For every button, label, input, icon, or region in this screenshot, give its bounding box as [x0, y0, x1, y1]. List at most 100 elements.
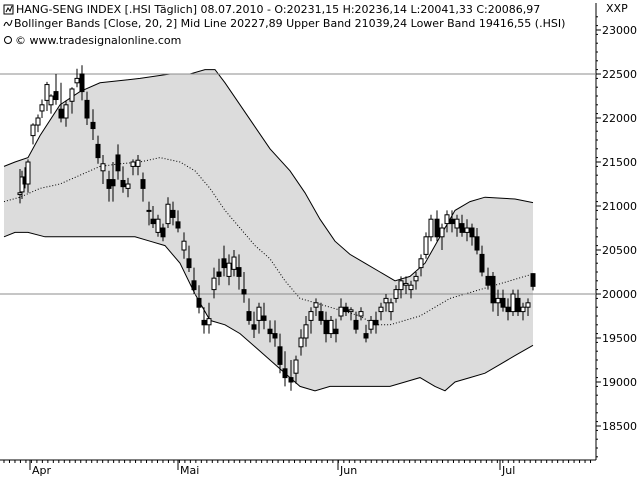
candle-body-down [505, 306, 511, 313]
candle-body-up [520, 306, 526, 313]
candle [323, 311, 329, 343]
candle [30, 123, 36, 145]
candle-body-up [393, 289, 399, 299]
candle [298, 329, 304, 356]
candle-body-up [298, 337, 304, 348]
candle-body-up [495, 297, 501, 304]
candle [459, 214, 465, 237]
candle [408, 280, 414, 299]
candle-body-down [474, 236, 480, 251]
candle-body-up [418, 258, 424, 269]
candle [58, 82, 64, 123]
candle-body-down [196, 297, 202, 308]
candle-body-up [74, 77, 80, 84]
candle-body-down [191, 280, 197, 291]
candle [333, 318, 339, 343]
candle-body-up [165, 203, 171, 225]
candle [338, 298, 344, 321]
candlesticks [17, 65, 536, 391]
chart-header: HANG-SENG INDEX [.HSI Täglich] 08.07.201… [3, 3, 565, 47]
candle-body-down [221, 258, 227, 269]
candle-body-up [39, 104, 45, 112]
candle [125, 177, 131, 198]
header-title: HANG-SENG INDEX [.HSI Täglich] 08.07.201… [16, 3, 540, 16]
candle [206, 302, 212, 334]
candle [165, 197, 171, 228]
candle-body-down [490, 275, 496, 304]
candle-body-up [358, 311, 364, 317]
candle-body-up [338, 306, 344, 317]
candle-body-up [454, 218, 460, 229]
candle [510, 289, 516, 316]
candle [155, 214, 161, 237]
candle-body-down [120, 179, 126, 188]
candle [525, 298, 531, 316]
candle [146, 201, 152, 226]
candle-body-up [413, 275, 419, 282]
candle-body-down [485, 275, 491, 286]
y-tick-label: 22000 [602, 112, 637, 125]
candle [261, 302, 267, 330]
x-axis: Apr Mai Jun Jul [3, 460, 592, 477]
candle-body-up [206, 318, 212, 326]
candle [84, 91, 90, 126]
candle [181, 232, 187, 259]
y-axis: 18500 19000 19500 20000 20500 21000 21500 22000… [596, 16, 637, 458]
candle-body-up [25, 161, 31, 185]
candle [226, 254, 232, 286]
candle [363, 324, 369, 343]
candle-body-down [459, 223, 465, 233]
candle-body-down [236, 267, 242, 277]
candle-body-up [525, 302, 531, 308]
candle [211, 267, 217, 299]
candle [520, 302, 526, 321]
candle [48, 94, 54, 114]
candle [90, 109, 96, 140]
candle-body-up [30, 124, 36, 137]
candle-body-down [282, 368, 288, 379]
candle-body-down [323, 319, 329, 335]
wave-icon [3, 19, 13, 27]
candle [313, 298, 319, 316]
candle-body-down [170, 209, 176, 218]
candle-body-down [150, 218, 156, 225]
candle [495, 289, 501, 316]
candle-body-up [146, 209, 152, 212]
candle-body-up [48, 95, 54, 106]
candle-body-up [135, 159, 141, 167]
candle [373, 311, 379, 334]
candle-body-up [428, 218, 434, 238]
candle [490, 272, 496, 312]
candle-body-down [115, 154, 121, 172]
candle-body-up [313, 302, 319, 308]
candle-body-up [383, 297, 389, 304]
candle [74, 68, 80, 88]
y-tick-label: 18500 [602, 420, 637, 433]
candle [53, 74, 59, 105]
candle [318, 302, 324, 325]
candle [63, 100, 69, 127]
reference-lines [0, 73, 596, 295]
candle [135, 154, 141, 176]
candle [403, 276, 409, 294]
candle [120, 166, 126, 193]
candle [170, 201, 176, 226]
candle [485, 267, 491, 290]
candle-body-up [155, 218, 161, 233]
candle-body-down [318, 311, 324, 321]
candle [530, 273, 536, 291]
y-tick-label: 19000 [602, 376, 637, 389]
candle [469, 223, 475, 246]
candle-body-up [439, 227, 445, 238]
mid-line [3, 157, 534, 326]
candle [515, 289, 521, 316]
candle [191, 267, 197, 294]
candle-body-down [175, 221, 181, 229]
candle-body-down [500, 297, 506, 308]
candle-body-up [348, 309, 354, 313]
candle [241, 272, 247, 303]
candle [39, 99, 45, 118]
candle-body-down [58, 108, 64, 119]
candle [69, 87, 75, 114]
